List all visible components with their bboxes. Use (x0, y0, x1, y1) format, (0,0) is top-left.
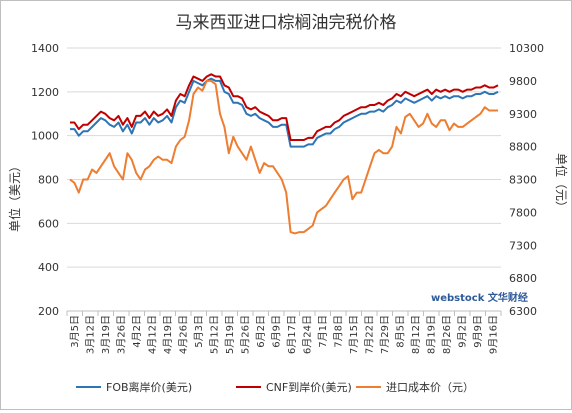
x-tick-label: 6月17日 (286, 315, 298, 354)
watermark: webstock 文华财经 (431, 291, 528, 304)
x-tick-label: 8月19日 (425, 315, 437, 354)
x-tick-label: 4月19日 (162, 315, 174, 354)
x-tick-label: 9月9日 (472, 315, 484, 348)
x-tick-label: 8月5日 (394, 315, 406, 348)
gridlines (67, 47, 501, 312)
y-right-tick-label: 7300 (509, 239, 537, 252)
series-lines (69, 73, 499, 235)
x-tick-label: 9月2日 (456, 315, 468, 348)
x-tick-label: 6月9日 (270, 315, 282, 348)
x-tick-label: 8月12日 (410, 315, 422, 354)
x-tick-label: 7月22日 (363, 315, 375, 354)
y-right-tick-label: 7800 (509, 206, 537, 219)
x-tick-label: 4月12日 (146, 315, 158, 354)
y-left-tick-label: 200 (38, 305, 59, 318)
y-left-tick-label: 600 (38, 217, 59, 230)
x-tick-label: 4月26日 (177, 315, 189, 354)
y-left-tick-label: 400 (38, 261, 59, 274)
x-tick-label: 3月26日 (115, 315, 127, 354)
series-line-3 (69, 79, 498, 235)
x-tick-label: 9月16日 (487, 315, 499, 354)
y-right-tick-label: 9800 (509, 75, 537, 88)
x-tick-label: 7月15日 (348, 315, 360, 354)
y-right-tick-label: 10300 (509, 42, 544, 55)
y-right-tick-label: 6300 (509, 305, 537, 318)
x-tick-label: 3月5日 (69, 315, 81, 348)
x-tick-label: 3月19日 (100, 315, 112, 354)
x-tick-label: 5月26日 (239, 315, 251, 354)
y-axis-right-title: 单位（元） (554, 153, 569, 213)
x-tick-label: 8月26日 (441, 315, 453, 354)
watermark-text: webstock 文华财经 (431, 291, 528, 304)
x-tick-label: 7月29日 (379, 315, 391, 354)
y-right-tick-label: 9300 (509, 108, 537, 121)
y-left-tick-label: 1200 (31, 86, 59, 99)
series-line-1 (70, 77, 499, 148)
legend-label-1: FOB离岸价(美元) (106, 380, 192, 394)
y-right-tick-label: 6800 (509, 272, 537, 285)
x-tick-label: 3月12日 (84, 315, 96, 354)
x-tick-label: 5月19日 (224, 315, 236, 354)
y-left-tick-label: 800 (38, 174, 59, 187)
y-axis-left-title: 单位（美元） (7, 160, 22, 232)
y-right-tick-label: 8800 (509, 141, 537, 154)
y-axis-right: 6300 6800 7300 7800 8300 8800 9300 9800 10300 (509, 42, 544, 318)
chart-title: 马来西亚进口棕榈油完税价格 (176, 13, 397, 33)
y-axis-left: 200 400 600 800 1000 1200 1400 (31, 42, 59, 318)
y-left-tick-label: 1000 (31, 130, 59, 143)
x-tick-label: 7月8日 (332, 315, 344, 348)
x-axis: 3月5日 3月12日 3月19日 3月26日 4月2日 4月12日 4月19日 4月26日 5月… (66, 310, 502, 354)
x-tick-label: 4月2日 (131, 315, 143, 348)
x-tick-label: 6月2日 (255, 315, 267, 348)
x-tick-label: 6月24日 (301, 315, 313, 354)
series-line-2 (70, 73, 499, 141)
legend-label-3: 进口成本价（元） (386, 380, 474, 394)
x-tick-label: 7月1日 (317, 315, 329, 348)
y-right-tick-label: 8300 (509, 174, 537, 187)
x-tick-label: 5月3日 (193, 315, 205, 348)
x-tick-label: 5月12日 (208, 315, 220, 354)
legend: FOB离岸价(美元) CNF到岸价(美元) 进口成本价（元） (76, 380, 474, 394)
legend-label-2: CNF到岸价(美元) (266, 381, 352, 394)
y-left-tick-label: 1400 (31, 42, 59, 55)
